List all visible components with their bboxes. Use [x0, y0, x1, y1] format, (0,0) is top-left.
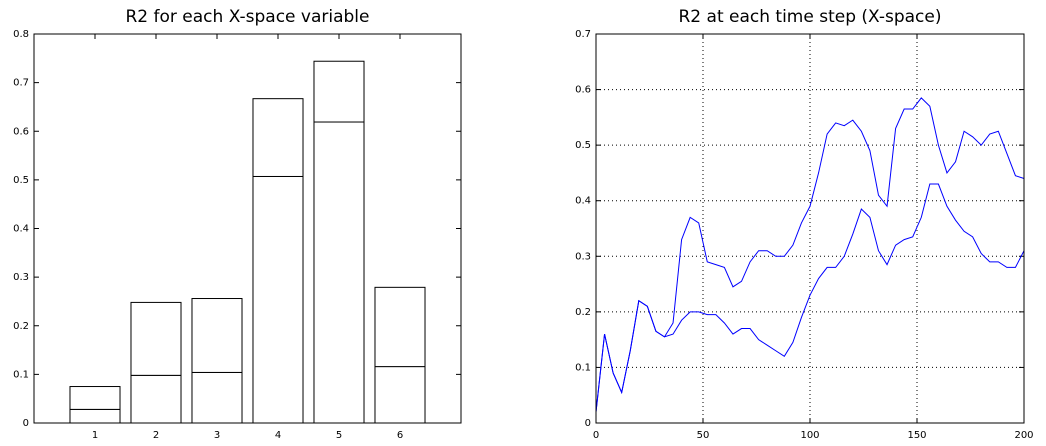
bar-segment: [130, 374, 182, 424]
y-tick-label: 0.8: [13, 29, 29, 40]
bar-segment: [252, 175, 304, 424]
y-tick-label: 0.7: [13, 78, 29, 89]
y-tick-label: 0.7: [575, 29, 591, 40]
bar-segment: [69, 408, 121, 424]
y-tick-label: 0.1: [575, 362, 591, 373]
axes-box: [33, 33, 462, 424]
y-tick-label: 0.4: [13, 224, 29, 235]
y-tick-label: 0.2: [13, 321, 29, 332]
x-tick-label: 200: [1014, 430, 1033, 441]
bar-segment: [313, 60, 365, 123]
y-tick-label: 0.4: [575, 196, 591, 207]
bar-segment: [252, 98, 304, 177]
y-tick-label: 0.3: [575, 251, 591, 262]
x-tick-label: 0: [593, 430, 599, 441]
bar-segment: [374, 286, 426, 368]
x-tick-label: 4: [275, 430, 281, 441]
chart-title: R2 for each X-space variable: [125, 7, 369, 27]
y-tick-label: 0: [23, 418, 29, 429]
y-tick-label: 0.1: [13, 369, 29, 380]
y-tick-label: 0.2: [575, 307, 591, 318]
axes-box: [595, 33, 1025, 424]
bar-segment: [191, 298, 243, 373]
line-series: [595, 183, 1025, 412]
x-tick-label: 5: [336, 430, 342, 441]
y-tick-label: 0.3: [13, 272, 29, 283]
x-tick-label: 3: [214, 430, 220, 441]
y-tick-label: 0.6: [13, 126, 29, 137]
bar-segment: [191, 371, 243, 424]
bar-segment: [313, 121, 365, 424]
bar-segment: [130, 301, 182, 376]
y-tick-label: 0.5: [13, 175, 29, 186]
y-tick-label: 0: [585, 418, 591, 429]
x-tick-label: 50: [697, 430, 710, 441]
x-tick-label: 100: [800, 430, 819, 441]
line-series: [595, 97, 1025, 412]
bar-segment: [69, 386, 121, 410]
y-tick-label: 0.6: [575, 85, 591, 96]
x-tick-label: 150: [907, 430, 926, 441]
x-tick-label: 1: [92, 430, 98, 441]
x-tick-label: 6: [397, 430, 403, 441]
y-tick-label: 0.5: [575, 140, 591, 151]
chart-title: R2 at each time step (X-space): [679, 7, 942, 27]
bar-segment: [374, 366, 426, 424]
x-tick-label: 2: [153, 430, 159, 441]
